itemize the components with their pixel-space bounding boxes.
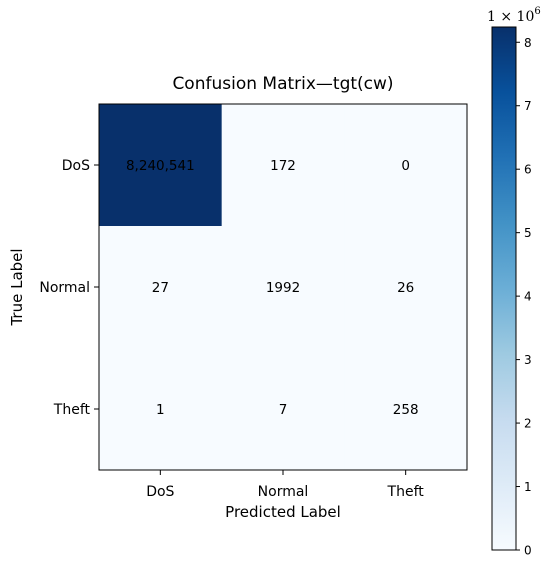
cell-value-label: 7 <box>279 402 288 418</box>
colorbar-ticks: 0 1 2 3 4 5 6 7 8 <box>516 36 532 558</box>
colorbar-tick-label: 4 <box>524 290 532 304</box>
cell-value-label: 172 <box>270 158 296 174</box>
colorbar-tick-label: 3 <box>524 353 532 367</box>
x-tick-label: DoS <box>146 484 174 500</box>
cell-value-label: 258 <box>393 402 419 418</box>
cell-value-label: 26 <box>397 280 414 296</box>
cell-value-label: 8,240,541 <box>126 158 195 174</box>
colorbar-tick-label: 6 <box>524 163 532 177</box>
cell-value-label: 0 <box>401 158 410 174</box>
chart-title: Confusion Matrix—tgt(cw) <box>172 74 393 94</box>
y-tick-label: DoS <box>62 158 90 174</box>
heatmap-cell <box>221 348 345 471</box>
heatmap-cell <box>221 226 345 349</box>
heatmap-cells <box>99 104 468 471</box>
heatmap-cell <box>344 104 468 227</box>
heatmap-cell <box>99 348 223 471</box>
colorbar-tick-label: 8 <box>524 36 532 50</box>
colorbar-tick-label: 5 <box>524 226 532 240</box>
heatmap-cell <box>344 226 468 349</box>
y-tick-label: Normal <box>39 280 90 296</box>
heatmap-cell <box>344 348 468 471</box>
cell-value-label: 27 <box>152 280 169 296</box>
heatmap-cell <box>99 226 223 349</box>
y-tick-label: Theft <box>53 402 91 418</box>
colorbar-tick-label: 1 <box>524 480 532 494</box>
heatmap-cell-labels: 8,240,541 172 0 27 1992 26 1 7 258 <box>126 158 419 418</box>
x-tick-label: Theft <box>387 484 425 500</box>
heatmap-cell <box>221 104 345 227</box>
y-axis-label: True Label <box>8 248 26 326</box>
cell-value-label: 1992 <box>266 280 300 296</box>
y-axis-ticks: DoS Normal Theft <box>39 158 99 418</box>
colorbar <box>491 26 517 551</box>
heatmap-cell <box>99 104 223 227</box>
cell-value-label: 1 <box>156 402 165 418</box>
x-axis-label: Predicted Label <box>225 503 341 521</box>
x-tick-label: Normal <box>258 484 309 500</box>
colorbar-tick-label: 0 <box>524 544 532 558</box>
colorbar-tick-label: 2 <box>524 417 532 431</box>
colorbar-tick-label: 7 <box>524 99 532 113</box>
x-axis-ticks: DoS Normal Theft <box>146 470 424 500</box>
colorbar-multiplier: 1 × 106 <box>487 6 541 25</box>
